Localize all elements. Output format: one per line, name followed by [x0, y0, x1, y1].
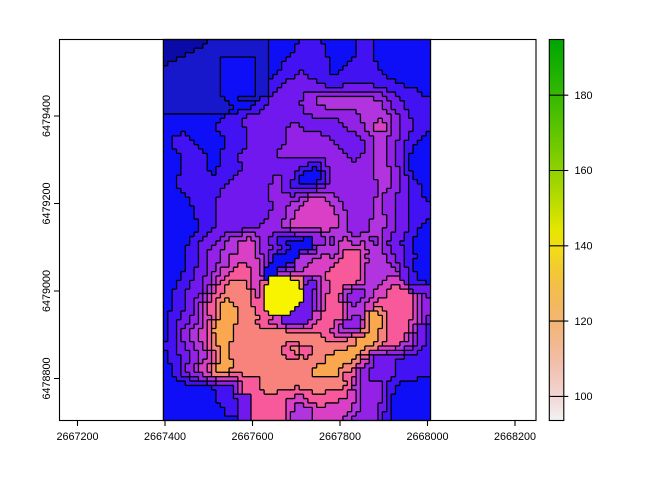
svg-text:140: 140 — [575, 241, 593, 253]
svg-text:2667400: 2667400 — [144, 431, 186, 443]
svg-text:6479200: 6479200 — [41, 182, 53, 224]
svg-text:6479400: 6479400 — [41, 95, 53, 137]
svg-text:180: 180 — [575, 90, 593, 102]
svg-text:2667600: 2667600 — [231, 431, 273, 443]
svg-text:160: 160 — [575, 165, 593, 177]
svg-text:2668000: 2668000 — [406, 431, 448, 443]
svg-text:100: 100 — [575, 391, 593, 403]
svg-text:2667800: 2667800 — [319, 431, 361, 443]
svg-text:2668200: 2668200 — [494, 431, 536, 443]
svg-text:2667200: 2667200 — [56, 431, 98, 443]
svg-text:120: 120 — [575, 316, 593, 328]
svg-text:6479000: 6479000 — [41, 270, 53, 312]
svg-text:6478800: 6478800 — [41, 357, 53, 399]
